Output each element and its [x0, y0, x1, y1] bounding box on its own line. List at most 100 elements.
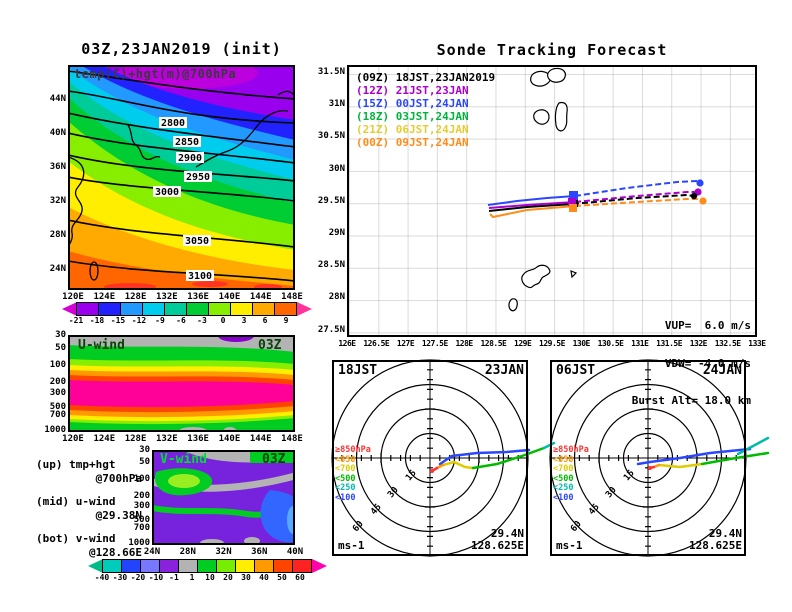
x-tick: 130.5E: [597, 339, 624, 348]
note-line: (up) tmp+hgt: [36, 458, 116, 471]
station-lon: 128.625E: [689, 539, 742, 552]
legend-ge850: ≥850hPa: [335, 445, 371, 455]
legend-jst: 09JST,24JAN: [395, 136, 469, 149]
tempmap-plot: 2800 2850 2900 2950 3000 3050 3100: [68, 65, 295, 290]
contour-label: 2950: [186, 172, 210, 183]
legend-row: (15Z) 00JST,24JAN: [356, 97, 495, 110]
y-tick: 30N: [328, 164, 345, 174]
note-line: (bot) v-wind: [36, 532, 116, 545]
note-line: @29.38N: [95, 509, 142, 522]
vwind-colorbar-ticks: -40 -30 -20 -10 -1 1 10 20 30 40 50 60: [93, 573, 309, 582]
hodo2-station: 29.4N 128.625E: [642, 528, 742, 552]
station-lat: 29.4N: [490, 527, 524, 540]
x-tick: 129.5E: [539, 339, 565, 348]
legend-jst: 18JST,23JAN2019: [395, 71, 496, 84]
trace-lt500: [471, 446, 546, 470]
vwind-y-axis: 30 50 100 200 300 500 700 1000: [126, 446, 150, 548]
cbar-tick: 1: [189, 573, 195, 582]
track-markers: [568, 179, 707, 212]
legend-lt100: <100: [335, 492, 356, 503]
y-tick: 36N: [49, 162, 66, 172]
y-tick: 30.5N: [317, 131, 345, 141]
legend-lt700: <700: [335, 464, 356, 474]
tempmap-title: 03Z,23JAN2019 (init): [81, 40, 282, 58]
legend-lt250: <250: [335, 483, 356, 493]
y-tick: 1000: [128, 538, 150, 548]
trace-lt100: [438, 448, 531, 466]
x-tick: 131E: [631, 339, 649, 348]
y-tick: 700: [49, 410, 66, 420]
x-tick: 132E: [156, 292, 178, 302]
legend-ge850: ≥850hPa: [553, 445, 589, 455]
note-line: @128.66E: [89, 546, 142, 559]
colorbar-right-arrow: [297, 302, 312, 316]
cbar-tick: 50: [277, 573, 287, 582]
vup-value: VUP= 6.0 m/s: [664, 319, 751, 332]
tempmap-colorbar: [62, 302, 312, 316]
legend-lt850: <850: [553, 454, 574, 465]
y-tick: 28N: [328, 292, 345, 302]
y-tick: 30: [139, 445, 150, 455]
legend-ztime: (18Z): [356, 110, 390, 123]
cbar-tick: 60: [295, 573, 305, 582]
x-tick: 144E: [249, 434, 272, 444]
trace-lt250: [542, 441, 556, 450]
y-tick: 200: [133, 491, 150, 501]
hodo2-level-legend: ≥850hPa <850 <700 <500 <250 <100: [553, 445, 589, 503]
y-tick: 1000: [44, 425, 66, 435]
y-tick: 300: [133, 501, 150, 511]
tempmap-colorbar-ticks: -21 -18 -15 -12 -9 -6 -3 0 3 6 9: [66, 316, 296, 325]
cbar-tick: -9: [155, 316, 165, 325]
legend-jst: 06JST,24JAN: [395, 123, 469, 136]
x-tick: 136E: [187, 434, 209, 444]
cbar-tick: -6: [176, 316, 186, 325]
ring-label: 60: [569, 519, 584, 534]
y-tick: 100: [49, 360, 66, 370]
x-tick: 136E: [187, 292, 209, 302]
x-tick: 124E: [93, 292, 116, 302]
hodo2-time: 06JST: [556, 363, 596, 378]
x-tick: 28N: [179, 547, 196, 557]
legend-row: (09Z) 18JST,23JAN2019: [356, 71, 495, 84]
vdw-value: VDW= -4.0 m/s: [664, 356, 751, 370]
vwind-title: V-wind: [160, 452, 207, 467]
y-tick: 500: [49, 402, 66, 412]
y-tick: 28.5N: [317, 260, 345, 270]
y-tick: 200: [49, 377, 66, 387]
cbar-tick: -18: [89, 316, 105, 325]
trace-lt500: [700, 451, 770, 466]
vwind-x-axis: 24N 28N 32N 36N 40N: [137, 547, 310, 557]
y-tick: 28N: [49, 230, 66, 240]
y-tick: 40N: [49, 128, 66, 138]
contour-label: 2800: [161, 118, 185, 129]
colorbar-right-arrow: [312, 559, 327, 573]
contour-label: 3000: [155, 187, 179, 198]
x-tick: 140E: [218, 292, 241, 302]
legend-lt250: <250: [553, 483, 574, 493]
y-tick: 32N: [49, 196, 66, 206]
cbar-tick: -3: [197, 316, 207, 325]
tracking-overlay: [487, 67, 707, 312]
x-tick: 127.5E: [421, 339, 448, 348]
x-tick: 32N: [215, 547, 232, 557]
uwind-title: U-wind: [78, 338, 125, 353]
x-tick: 132.5E: [714, 339, 741, 348]
cbar-tick: 10: [205, 573, 215, 582]
cbar-tick: 30: [241, 573, 251, 582]
x-tick: 124E: [93, 434, 116, 444]
legend-lt850: <850: [335, 454, 356, 465]
hodograph-2: 15 30 45 60: [549, 359, 770, 557]
burst-alt-value: Burst Alt= 18.0 km: [631, 394, 751, 407]
x-tick: 128E: [124, 434, 147, 444]
cbar-tick: -1: [169, 573, 179, 582]
x-tick: 120E: [62, 292, 84, 302]
uwind-time-label: 03Z: [258, 338, 282, 353]
x-tick: 126E: [338, 339, 356, 348]
contour-label: 3050: [185, 236, 209, 247]
x-tick: 127E: [396, 339, 415, 348]
y-tick: 50: [139, 457, 150, 467]
track-12z-descent: [574, 191, 696, 203]
tracking-x-axis: 126E 126.5E 127E 127.5E 128E 128.5E 129E…: [333, 339, 771, 348]
track-09z-ascent: [488, 203, 574, 212]
cbar-tick: -30: [112, 573, 128, 582]
